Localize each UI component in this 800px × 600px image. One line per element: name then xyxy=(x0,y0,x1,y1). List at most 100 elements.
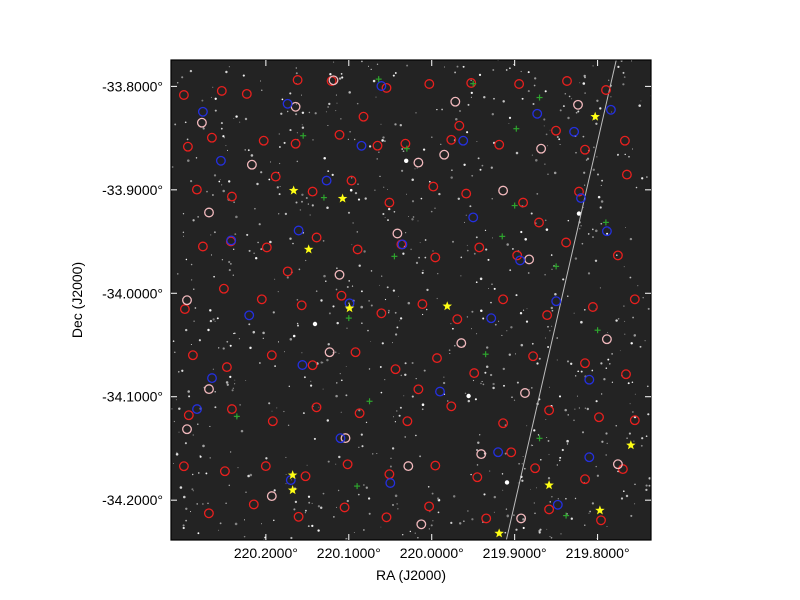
background-star xyxy=(228,260,231,264)
background-star xyxy=(501,473,504,475)
background-star xyxy=(633,440,635,442)
background-star xyxy=(475,281,478,284)
background-star xyxy=(296,322,299,325)
red-circle-marker xyxy=(206,132,217,143)
background-star xyxy=(527,71,530,74)
x-tick-label: 220.1000° xyxy=(317,545,381,561)
background-star xyxy=(250,154,254,157)
background-star xyxy=(596,99,599,102)
x-axis-label: RA (J2000) xyxy=(376,567,446,583)
background-star xyxy=(351,285,354,287)
background-star xyxy=(436,497,440,500)
background-star xyxy=(189,69,193,73)
background-star xyxy=(228,66,230,68)
background-star xyxy=(607,358,610,361)
background-star xyxy=(404,436,406,438)
background-star xyxy=(502,367,505,371)
background-star xyxy=(249,346,252,350)
background-star xyxy=(597,195,601,199)
background-star xyxy=(391,447,395,450)
background-star xyxy=(574,497,577,500)
background-star xyxy=(583,207,585,208)
pink-circle-marker xyxy=(439,149,450,160)
background-star xyxy=(415,112,417,114)
background-star xyxy=(367,65,370,67)
y-tick-label: -33.8000° xyxy=(102,78,163,94)
background-star xyxy=(460,256,463,259)
red-circle-marker xyxy=(466,78,477,88)
background-star xyxy=(305,509,307,512)
background-star xyxy=(394,123,397,126)
background-star xyxy=(498,320,500,322)
background-star xyxy=(398,295,400,297)
background-star xyxy=(331,173,334,177)
background-star xyxy=(580,225,582,227)
background-star xyxy=(379,175,381,177)
background-star xyxy=(421,271,424,274)
background-star xyxy=(354,191,358,195)
background-star xyxy=(509,269,512,272)
y-tick-label: -34.0000° xyxy=(102,285,163,301)
background-star xyxy=(394,333,398,336)
background-star xyxy=(338,77,342,80)
red-circle-marker xyxy=(178,90,189,100)
background-star xyxy=(411,218,414,221)
background-star xyxy=(298,268,301,271)
background-star xyxy=(341,76,344,79)
red-circle-marker xyxy=(530,463,541,474)
background-star xyxy=(455,118,458,121)
red-circle-marker xyxy=(221,362,232,373)
background-star xyxy=(628,432,631,435)
background-star xyxy=(584,524,586,526)
background-star xyxy=(633,334,637,337)
green-cross-marker xyxy=(233,413,240,420)
background-star xyxy=(174,351,176,353)
background-star xyxy=(421,313,424,316)
blue-circle-marker xyxy=(226,235,237,246)
pink-circle-marker xyxy=(182,295,192,306)
background-star xyxy=(471,518,474,521)
background-star xyxy=(581,431,585,434)
background-star xyxy=(192,490,194,492)
background-star xyxy=(361,60,363,63)
background-star xyxy=(269,161,272,163)
background-star xyxy=(297,324,299,327)
background-star xyxy=(648,484,651,487)
background-star xyxy=(502,489,504,491)
background-star xyxy=(249,473,253,477)
background-star xyxy=(405,232,407,234)
pink-circle-marker xyxy=(601,334,612,345)
background-star xyxy=(198,339,201,342)
background-star xyxy=(540,458,542,461)
background-star xyxy=(340,379,343,382)
background-star xyxy=(307,525,310,527)
background-star xyxy=(548,454,550,456)
background-star xyxy=(477,157,480,160)
background-star xyxy=(547,346,550,348)
red-circle-marker xyxy=(241,88,252,99)
background-star xyxy=(531,342,534,345)
background-star xyxy=(600,362,603,365)
yellow-star-marker xyxy=(595,505,605,515)
pink-circle-marker xyxy=(246,159,257,170)
background-star xyxy=(424,256,427,259)
background-star xyxy=(479,168,482,171)
background-star xyxy=(226,383,229,386)
background-star xyxy=(492,386,495,390)
background-star xyxy=(284,351,285,353)
background-star xyxy=(349,188,353,192)
background-star xyxy=(370,341,372,342)
background-star xyxy=(311,204,314,207)
background-star xyxy=(248,249,251,252)
background-star xyxy=(365,486,368,489)
background-star xyxy=(459,110,461,112)
background-star xyxy=(339,373,341,375)
background-star xyxy=(177,273,179,275)
background-star xyxy=(348,302,350,304)
background-star xyxy=(184,121,187,124)
background-star xyxy=(577,110,580,113)
blue-circle-marker xyxy=(297,360,308,370)
background-star xyxy=(514,353,517,355)
blue-circle-marker xyxy=(605,104,616,115)
background-star xyxy=(504,531,507,534)
